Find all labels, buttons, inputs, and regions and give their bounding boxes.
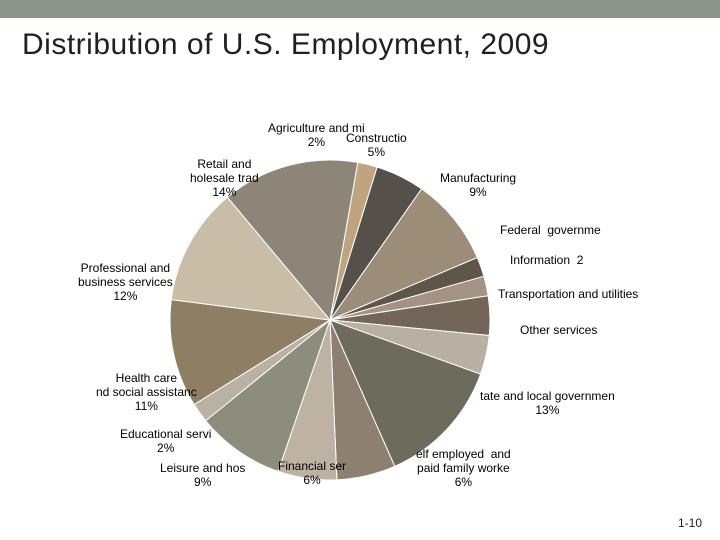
slide-number: 1-10: [678, 516, 702, 530]
slice-label: elf employed and paid family worke 6%: [416, 448, 511, 489]
slice-label: Constructio 5%: [346, 132, 407, 160]
slice-label: Health care nd social assistanc 11%: [96, 372, 197, 413]
slice-label: Other services: [520, 324, 597, 338]
slice-label: Federal governme: [500, 224, 601, 238]
slice-label: Educational servi 2%: [120, 428, 211, 456]
slice-label: Retail and holesale trad 14%: [190, 158, 259, 199]
slice-label: Leisure and hos 9%: [160, 462, 245, 490]
slice-label: tate and local governmen 13%: [480, 390, 615, 418]
slice-label: Financial ser 6%: [278, 460, 346, 488]
slice-label: Information 2: [510, 254, 583, 268]
slice-label: Manufacturing 9%: [440, 172, 516, 200]
slice-label: Professional and business services 12%: [78, 262, 173, 303]
slice-label: Transportation and utilities: [498, 288, 638, 302]
